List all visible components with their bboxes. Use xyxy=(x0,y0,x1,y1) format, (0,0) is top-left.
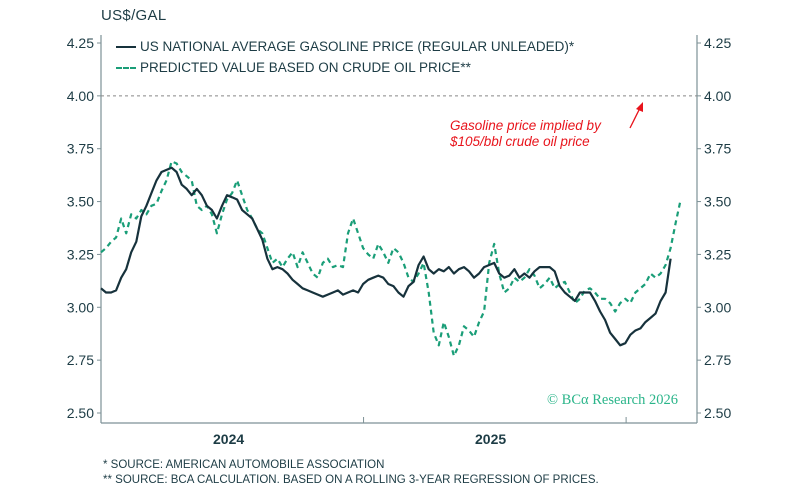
arrow-shaft xyxy=(629,107,641,129)
y-tick-label-left: 4.00 xyxy=(67,88,94,104)
y-axis-unit-label: US$/GAL xyxy=(101,7,167,24)
y-tick-label-right: 3.25 xyxy=(704,246,731,262)
y-tick-label-right: 3.75 xyxy=(704,141,731,157)
x-axis xyxy=(100,417,627,423)
y-axis-left: 2.50 2.75 3.00 3.25 3.50 3.75 4.00 4.25 xyxy=(67,35,101,421)
y-tick-label-right: 3.00 xyxy=(704,299,731,315)
legend-label-predicted: PREDICTED VALUE BASED ON CRUDE OIL PRICE… xyxy=(140,60,471,75)
legend-item-actual: US NATIONAL AVERAGE GASOLINE PRICE (REGU… xyxy=(116,36,574,57)
copyright-watermark: © BCα Research 2026 xyxy=(547,392,678,408)
plot-frame xyxy=(100,35,698,424)
y-tick-label-left: 3.00 xyxy=(67,299,94,315)
legend-solid-line-icon xyxy=(116,45,136,48)
annotation-line-1: Gasoline price implied by xyxy=(450,118,601,133)
legend-dashed-line-icon xyxy=(116,66,136,69)
legend-label-actual: US NATIONAL AVERAGE GASOLINE PRICE (REGU… xyxy=(140,39,575,54)
footnote-2: ** SOURCE: BCA CALCULATION. BASED ON A R… xyxy=(103,474,599,486)
series-actual-line xyxy=(100,166,672,347)
legend-item-predicted: PREDICTED VALUE BASED ON CRUDE OIL PRICE… xyxy=(116,57,574,78)
annotation-text: Gasoline price implied by $105/bbl crude… xyxy=(450,118,601,150)
y-tick-label-left: 2.75 xyxy=(67,352,94,368)
y-tick-label-left: 2.50 xyxy=(67,405,94,421)
arrow-head-icon xyxy=(636,102,643,112)
annotation-arrow xyxy=(629,102,643,129)
x-tick-label-2024: 2024 xyxy=(213,431,245,447)
legend: US NATIONAL AVERAGE GASOLINE PRICE (REGU… xyxy=(116,36,574,78)
x-tick-label-2025: 2025 xyxy=(475,431,507,447)
y-tick-label-right: 2.50 xyxy=(704,405,731,421)
y-tick-label-right: 2.75 xyxy=(704,352,731,368)
footnote-1: * SOURCE: AMERICAN AUTOMOBILE ASSOCIATIO… xyxy=(103,459,385,471)
footnotes: * SOURCE: AMERICAN AUTOMOBILE ASSOCIATIO… xyxy=(103,458,599,488)
y-tick-label-right: 4.25 xyxy=(704,35,731,51)
y-tick-label-right: 3.50 xyxy=(704,194,731,210)
y-tick-label-left: 4.25 xyxy=(67,35,94,51)
series-layer xyxy=(100,160,682,357)
annotation-line-2: $105/bbl crude oil price xyxy=(450,134,590,149)
y-axis-right: 2.50 2.75 3.00 3.25 3.50 3.75 4.00 4.25 xyxy=(697,35,731,421)
y-tick-label-right: 4.00 xyxy=(704,88,731,104)
y-tick-label-left: 3.25 xyxy=(67,246,94,262)
y-tick-label-left: 3.75 xyxy=(67,141,94,157)
y-tick-label-left: 3.50 xyxy=(67,194,94,210)
